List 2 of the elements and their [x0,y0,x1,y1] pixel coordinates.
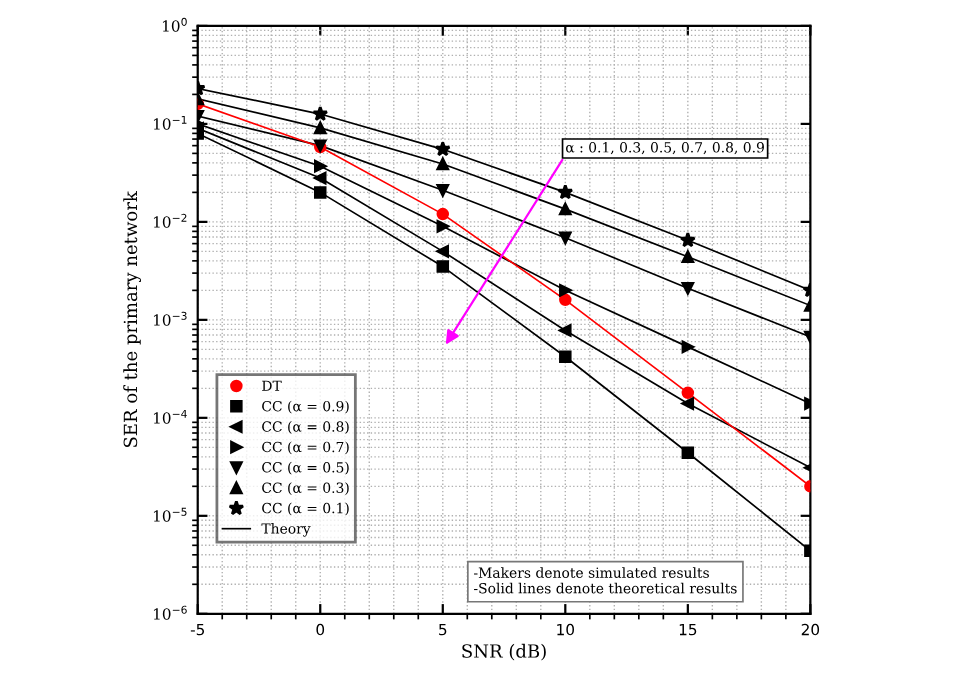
x-axis-title: SNR (dB) [462,643,546,661]
y-axis-title: SER of the primary network [123,191,141,448]
